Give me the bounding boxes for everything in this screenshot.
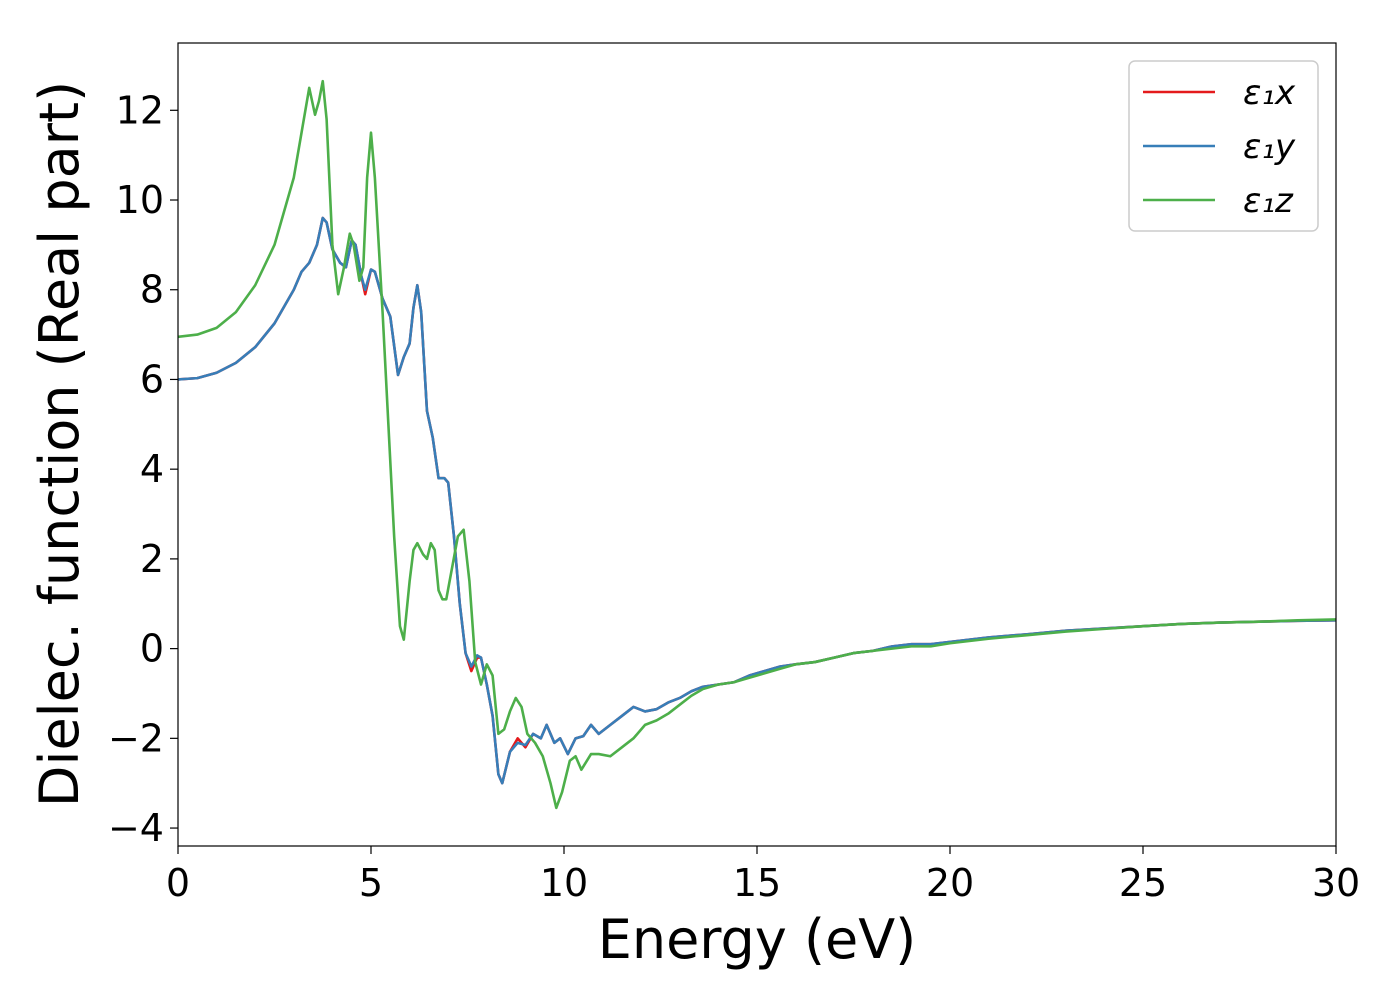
x-tick-label: 20	[926, 861, 974, 905]
series-line-e1x	[178, 216, 1336, 785]
x-tick-label: 15	[733, 861, 781, 905]
legend-box	[1128, 60, 1319, 232]
series-line-e1z	[178, 79, 1336, 810]
series-line-e1y	[178, 216, 1336, 785]
x-tick-label: 5	[359, 861, 383, 905]
y-axis-label: Dielec. function (Real part)	[28, 81, 91, 807]
y-tick-label: 0	[140, 627, 164, 671]
legend-label: ε₁x	[1243, 73, 1296, 113]
x-axis-label: Energy (eV)	[598, 908, 917, 971]
ticks-layer: 0 5 10 15 20 25 30 −4 −2 0 2 4 6 8 10 12	[108, 88, 1360, 905]
legend-label: ε₁z	[1243, 181, 1294, 221]
y-tick-label: −4	[108, 806, 164, 850]
legend-entry-e1z: ε₁z	[1143, 181, 1294, 221]
legend-entry-e1y: ε₁y	[1143, 127, 1296, 167]
y-tick-label: 4	[140, 447, 164, 491]
y-tick-label: −2	[108, 716, 164, 760]
x-tick-label: 25	[1119, 861, 1167, 905]
y-tick-label: 2	[140, 537, 164, 581]
y-tick-label: 8	[140, 268, 164, 312]
y-tick-label: 6	[140, 357, 164, 401]
legend-items: ε₁x ε₁y ε₁z	[1143, 73, 1296, 221]
x-tick-label: 0	[166, 861, 190, 905]
legend-entry-e1x: ε₁x	[1143, 73, 1296, 113]
legend: ε₁x ε₁y ε₁z	[1128, 60, 1319, 232]
x-tick-label: 10	[540, 861, 588, 905]
y-tick-label: 10	[116, 178, 164, 222]
legend-label: ε₁y	[1243, 127, 1296, 167]
y-tick-label: 12	[116, 88, 164, 132]
series-layer	[178, 79, 1336, 810]
x-tick-label: 30	[1312, 861, 1360, 905]
